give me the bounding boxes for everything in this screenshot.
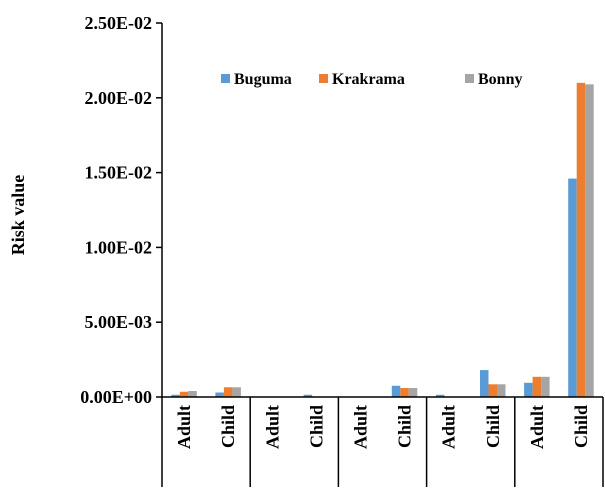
bars bbox=[171, 82, 594, 397]
y-tick-label: 1.00E-02 bbox=[85, 237, 153, 257]
bar-krakrama-9 bbox=[576, 82, 586, 397]
y-tick-label: 0.00E+00 bbox=[80, 387, 152, 407]
bar-krakrama-8 bbox=[532, 376, 542, 397]
bar-buguma-5 bbox=[391, 385, 401, 397]
x-tick-label: Adult bbox=[439, 405, 459, 449]
y-tick-label: 1.50E-02 bbox=[85, 163, 153, 183]
bar-bonny-1 bbox=[232, 387, 241, 397]
legend-label-bonny: Bonny bbox=[478, 71, 522, 88]
x-tick-label: Child bbox=[306, 405, 326, 448]
axes bbox=[161, 23, 603, 398]
x-tick-label: Child bbox=[395, 405, 415, 448]
bar-buguma-8 bbox=[524, 382, 533, 397]
bar-bonny-7 bbox=[497, 384, 506, 397]
bar-bonny-8 bbox=[541, 376, 550, 397]
legend: Buguma Krakrama Bonny bbox=[221, 71, 522, 88]
bar-bonny-5 bbox=[408, 388, 418, 397]
bar-buguma-0 bbox=[171, 394, 180, 397]
y-axis-label: Risk value bbox=[8, 175, 28, 256]
bar-bonny-0 bbox=[188, 391, 197, 397]
bar-krakrama-0 bbox=[179, 391, 189, 397]
legend-label-buguma: Buguma bbox=[234, 71, 292, 88]
x-tick-label: Child bbox=[218, 405, 238, 448]
x-tick-label: Adult bbox=[174, 405, 194, 449]
y-tick-label: 2.00E-02 bbox=[85, 88, 153, 108]
y-tick-label: 5.00E-03 bbox=[85, 312, 153, 332]
bar-bonny-9 bbox=[585, 84, 594, 397]
bar-buguma-6 bbox=[435, 394, 445, 397]
y-tick-labels: 0.00E+00 5.00E-03 1.00E-02 1.50E-02 2.00E-02… bbox=[80, 13, 162, 407]
x-tick-label: Child bbox=[571, 405, 591, 448]
bar-buguma-3 bbox=[303, 394, 313, 397]
x-tick-label: Adult bbox=[262, 405, 282, 449]
y-tick-label: 2.50E-02 bbox=[85, 13, 153, 33]
bar-krakrama-1 bbox=[223, 387, 233, 397]
bar-krakrama-5 bbox=[400, 388, 409, 397]
legend-label-krakrama: Krakrama bbox=[332, 71, 405, 88]
legend-swatch-bonny bbox=[465, 74, 474, 83]
bar-buguma-9 bbox=[568, 178, 577, 397]
legend-swatch-buguma bbox=[221, 74, 230, 83]
legend-swatch-krakrama bbox=[319, 74, 328, 83]
x-tick-label: Adult bbox=[350, 405, 370, 449]
x-tick-label: Adult bbox=[527, 405, 547, 449]
bar-krakrama-7 bbox=[488, 384, 497, 397]
bar-buguma-7 bbox=[480, 370, 489, 397]
x-tick-label: Child bbox=[483, 405, 503, 448]
x-tick-labels: Adult Child Adult Child Adult Child Adult Child… bbox=[161, 397, 604, 487]
bar-buguma-1 bbox=[215, 392, 224, 397]
